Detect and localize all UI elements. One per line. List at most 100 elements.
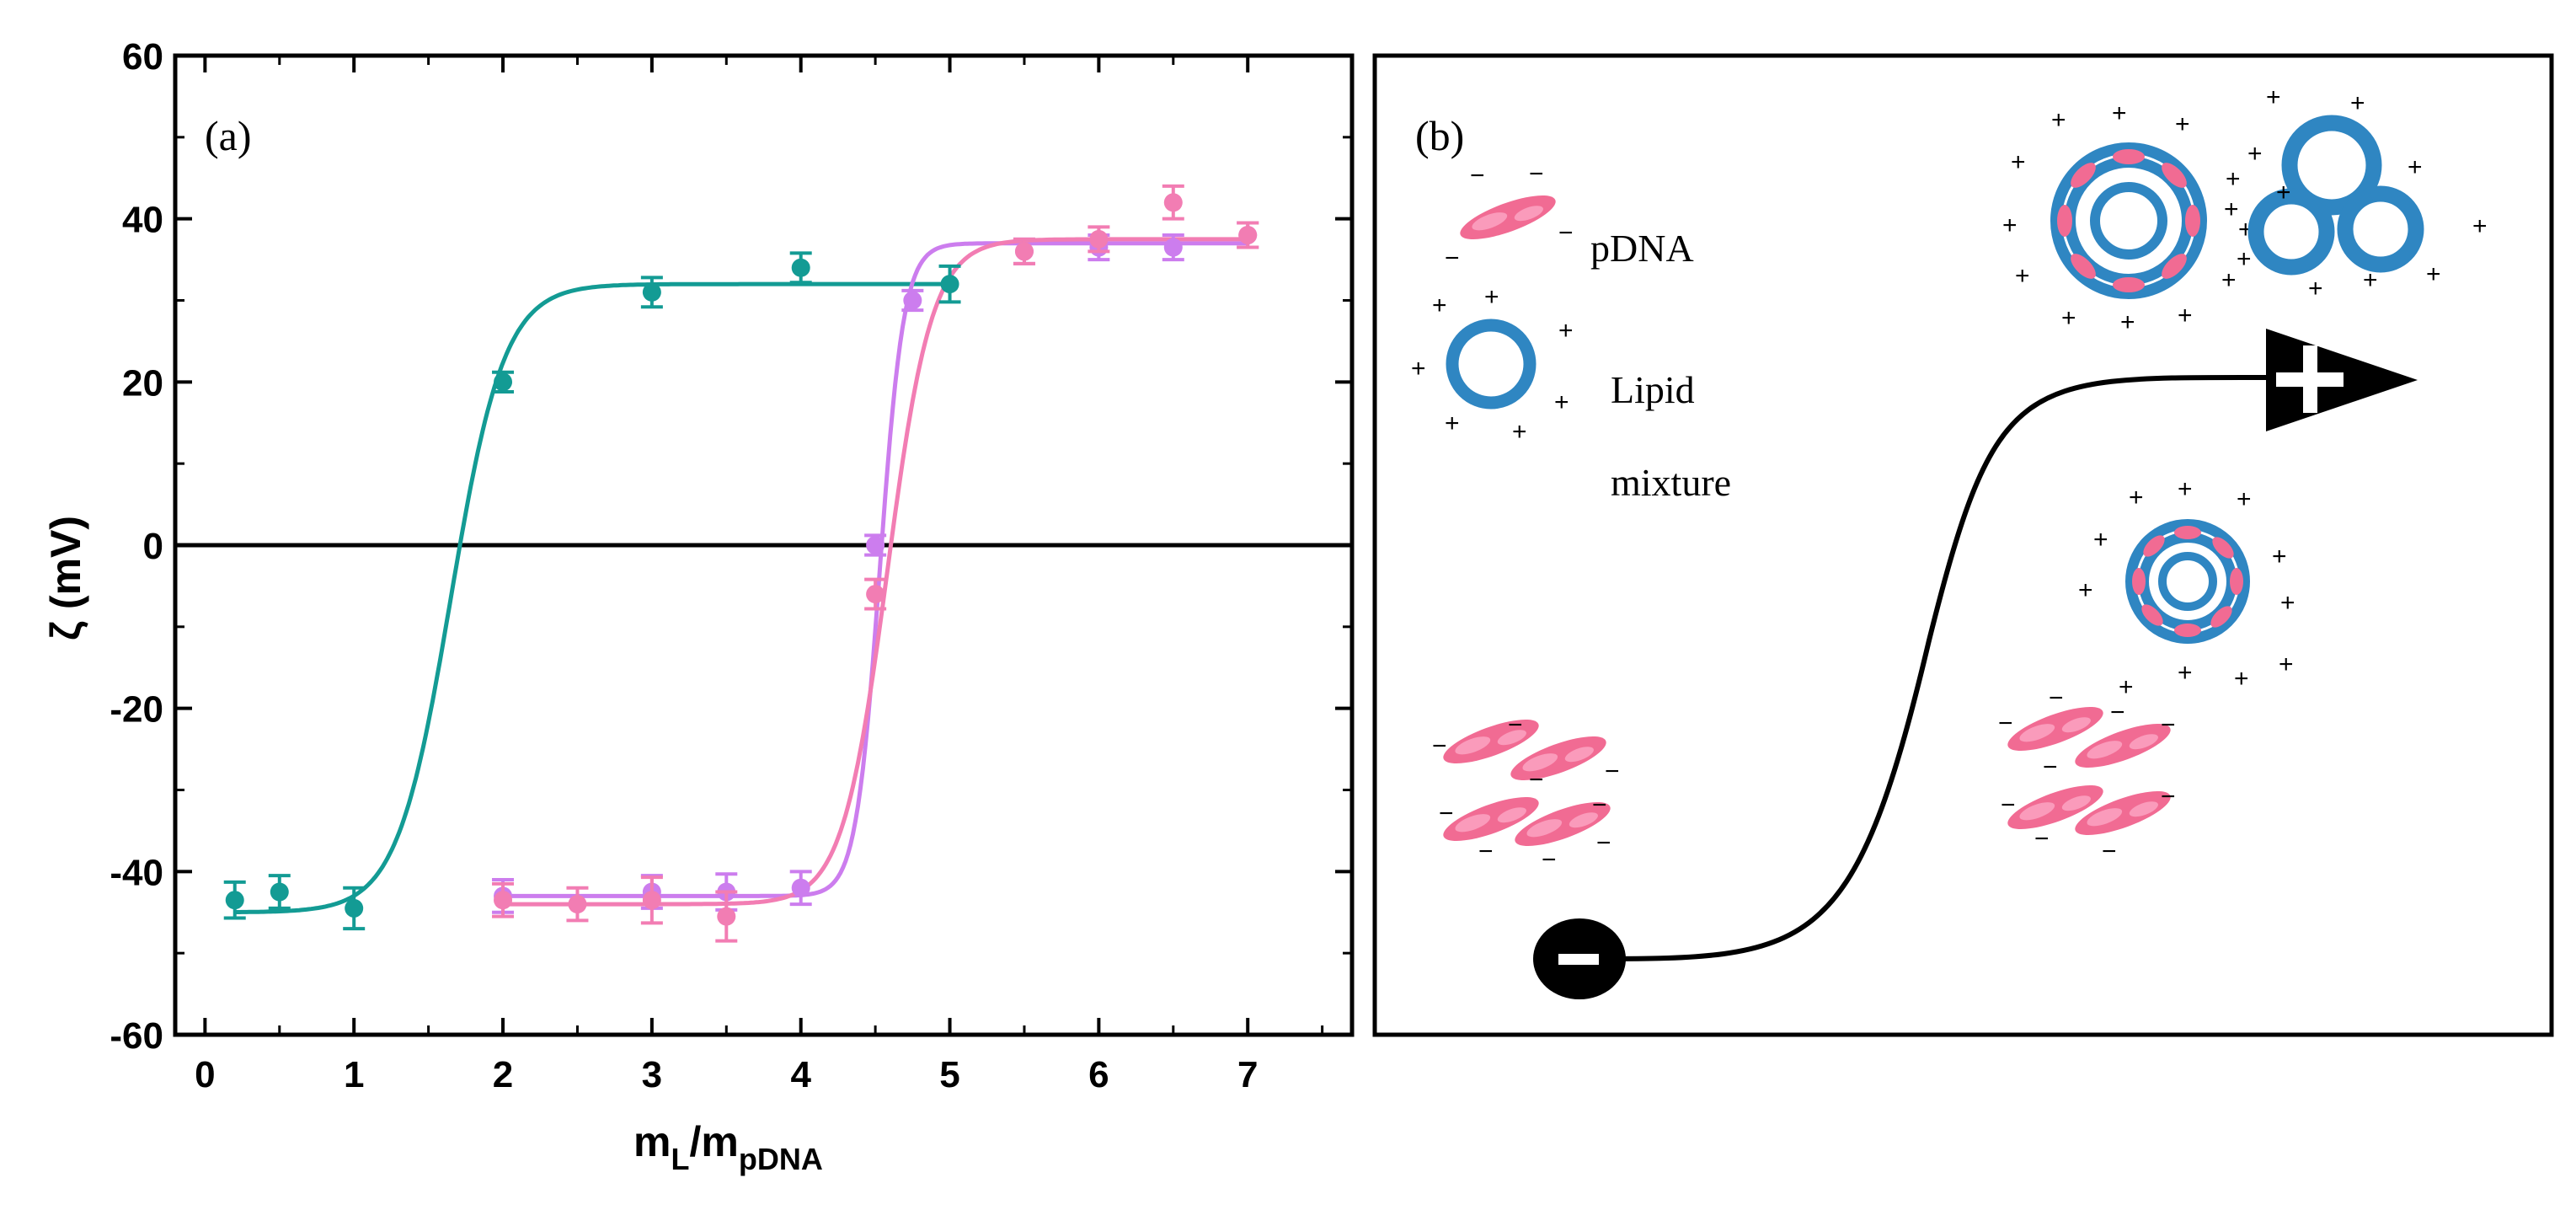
svg-text:+: + [2247, 140, 2263, 168]
legend-mixture-label: mixture [1611, 461, 1731, 504]
data-points [223, 184, 1259, 943]
y-axis-title: ζ (mV) [42, 516, 89, 640]
zeta-potential-chart: (a) 0 1 2 3 4 5 6 7 60 40 20 0 -20 -40 -60 ζ (mV) mL/m… [42, 36, 1355, 1176]
svg-text:+: + [1445, 410, 1460, 437]
svg-text:−: − [2161, 783, 2176, 811]
svg-text:+: + [2472, 212, 2488, 240]
svg-text:−: − [2102, 838, 2117, 865]
data-point-teal [225, 891, 244, 910]
svg-text:+: + [2426, 260, 2441, 288]
lipoplex-top: + + ++ ++ ++ ++ + + [2002, 99, 2253, 336]
svg-text:+: + [1554, 388, 1569, 416]
legend-pdna-icon: − − − − [1445, 160, 1574, 272]
svg-text:+: + [2221, 266, 2237, 294]
positive-arrowhead [2266, 329, 2418, 431]
svg-text:−: − [2161, 711, 2176, 739]
data-point-pink [1089, 229, 1109, 249]
svg-text:+: + [1558, 317, 1574, 345]
svg-text:−: − [2110, 699, 2125, 726]
svg-text:+: + [2280, 589, 2295, 617]
legend-pdna-label: pDNA [1590, 227, 1694, 270]
data-point-pink [1163, 193, 1183, 212]
svg-text:+: + [2120, 308, 2135, 336]
data-point-violet [1163, 238, 1183, 257]
fit-curve-violet [503, 241, 1248, 898]
svg-text:−: − [1998, 709, 2013, 737]
svg-text:+: + [2015, 262, 2030, 290]
svg-text:−: − [1439, 800, 1454, 827]
svg-text:−: − [1445, 244, 1460, 272]
svg-text:+: + [2178, 475, 2193, 503]
y-tick-label: 0 [143, 526, 163, 567]
svg-text:+: + [2175, 110, 2190, 138]
svg-text:−: − [2001, 791, 2016, 819]
svg-text:−: − [1432, 732, 1447, 760]
panel-b-label: (b) [1415, 112, 1464, 159]
svg-text:+: + [1432, 292, 1447, 319]
svg-text:+: + [2226, 165, 2241, 193]
y-tick-label: 40 [122, 200, 163, 241]
x-axis-label: mL/mpDNA [633, 1118, 823, 1176]
svg-text:−: − [1605, 758, 1620, 785]
data-point-pink [1014, 242, 1034, 261]
svg-text:+: + [2178, 659, 2193, 687]
x-tick-label: 4 [790, 1054, 811, 1095]
x-tick-label: 1 [344, 1054, 364, 1095]
svg-text:+: + [2279, 651, 2294, 678]
data-point-pink [568, 895, 587, 914]
svg-text:+: + [2266, 83, 2281, 111]
x-tick-label: 0 [195, 1054, 215, 1095]
svg-text:+: + [2350, 89, 2365, 117]
data-point-pink [717, 907, 736, 926]
svg-text:+: + [2051, 106, 2066, 134]
svg-text:+: + [2234, 665, 2249, 693]
data-point-violet [866, 536, 885, 554]
svg-text:+: + [2178, 302, 2193, 329]
svg-text:−: − [1470, 162, 1485, 190]
svg-text:+: + [2119, 673, 2134, 701]
svg-text:−: − [1592, 791, 1607, 819]
liposome-cluster: + + + + ++ ++ + + + [2224, 83, 2488, 302]
data-point-pink [494, 891, 513, 910]
svg-text:+: + [1484, 283, 1499, 311]
svg-text:+: + [2363, 266, 2378, 294]
svg-text:+: + [2002, 211, 2018, 239]
fit-curves [234, 237, 1248, 914]
x-tick-label: 7 [1237, 1054, 1258, 1095]
data-point-teal [940, 275, 959, 294]
axis-ticks: 0 1 2 3 4 5 6 7 60 40 20 0 -20 -40 -60 [110, 36, 1352, 1095]
lipoplex-middle: + + ++ ++ ++ + + + [2078, 475, 2295, 701]
schematic-panel: (b) − − −− pDNA + + ++ + + + Lipid mixture [1372, 53, 2554, 1037]
svg-text:+: + [2308, 275, 2323, 302]
charge-transition-curve [1579, 374, 2267, 962]
svg-text:+: + [2011, 148, 2026, 176]
svg-text:−: − [2034, 825, 2050, 853]
fit-curve-pink [503, 237, 1248, 907]
x-tick-label: 6 [1088, 1054, 1109, 1095]
schematic-frame [1372, 53, 2554, 1037]
panel-a-label: (a) [205, 112, 252, 159]
svg-text:−: − [1529, 160, 1544, 188]
dna-cluster-left: −− − − − − − − − [1432, 710, 1620, 874]
data-point-teal [345, 898, 364, 918]
svg-text:+: + [2408, 153, 2423, 181]
y-axis-label: ζ (mV) [42, 516, 89, 640]
svg-text:+: + [2129, 484, 2144, 511]
data-point-teal [642, 282, 661, 302]
y-tick-label: 20 [122, 362, 163, 404]
svg-text:−: − [1542, 846, 1557, 874]
svg-text:+: + [2078, 576, 2093, 604]
svg-text:−: − [2049, 684, 2064, 712]
legend-lipid-label: Lipid [1611, 368, 1695, 411]
data-point-teal [270, 882, 289, 902]
svg-text:−: − [1596, 829, 1611, 857]
svg-text:+: + [2112, 99, 2127, 127]
x-tick-label: 3 [642, 1054, 662, 1095]
svg-text:−: − [1529, 766, 1544, 794]
dna-cluster-right: −− − − −− −− − [1998, 684, 2176, 865]
x-tick-label: 5 [939, 1054, 959, 1095]
svg-text:+: + [2061, 304, 2076, 332]
x-axis-title: mL/mpDNA [633, 1118, 823, 1176]
y-tick-label: -40 [110, 852, 163, 893]
